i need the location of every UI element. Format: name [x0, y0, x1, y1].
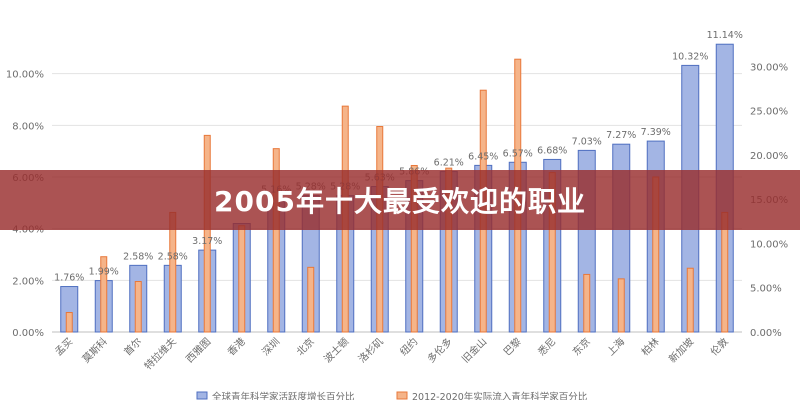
right-tick-label: 5.00%	[750, 284, 782, 295]
left-tick-label: 8.00%	[12, 121, 44, 132]
legend-label-line: 2012-2020年实际流入青年科学家百分比	[412, 391, 587, 400]
thin-bar	[721, 211, 729, 333]
thin-bar	[203, 134, 211, 333]
right-tick-label: 10.00%	[750, 239, 788, 250]
data-label: 6.68%	[537, 145, 567, 156]
category-label: 纽约	[397, 335, 420, 358]
data-label: 6.57%	[503, 148, 533, 159]
category-label: 波士顿	[321, 335, 351, 365]
legend-swatch-bar	[196, 391, 208, 400]
thin-bar	[272, 148, 280, 333]
category-label: 香港	[225, 336, 248, 359]
category-label: 柏林	[639, 335, 662, 358]
category-label: 东京	[570, 335, 593, 358]
data-label: 10.32%	[672, 51, 708, 62]
thin-bar	[238, 225, 246, 333]
legend-label-bar: 全球青年科学家活跃度增长百分比	[212, 391, 355, 400]
legend-swatch-line	[396, 391, 408, 400]
category-label: 西雅图	[183, 335, 213, 365]
category-label: 新加坡	[666, 335, 696, 365]
category-label: 巴黎	[501, 335, 524, 358]
category-label: 特拉维夫	[141, 335, 178, 372]
category-label: 洛杉矶	[355, 335, 385, 365]
thin-bar	[686, 267, 694, 333]
right-tick-label: 30.00%	[750, 62, 788, 73]
right-tick-label: 0.00%	[750, 328, 782, 339]
data-label: 6.21%	[434, 158, 464, 169]
right-tick-label: 25.00%	[750, 107, 788, 118]
data-label: 7.39%	[641, 127, 671, 138]
data-label: 6.45%	[468, 151, 498, 162]
left-tick-label: 4.00%	[12, 225, 44, 236]
category-label: 北京	[294, 335, 317, 358]
left-tick-label: 2.00%	[12, 276, 44, 287]
category-label: 旧金山	[459, 335, 489, 365]
category-label: 孟买	[53, 336, 76, 359]
right-tick-label: 20.00%	[750, 151, 788, 162]
data-label: 2.58%	[158, 251, 188, 262]
thin-bar	[583, 273, 591, 333]
thin-bar	[617, 278, 625, 333]
data-labels: 1.76%1.99%2.58%2.58%3.17%5.16%5.28%5.28%…	[54, 30, 743, 283]
data-label: 3.17%	[192, 236, 222, 247]
category-label: 上海	[604, 335, 627, 358]
data-label: 7.27%	[606, 130, 636, 141]
category-label: 伦敦	[708, 335, 731, 358]
left-tick-label: 10.00%	[6, 70, 44, 81]
category-label: 多伦多	[424, 335, 454, 365]
data-label: 1.76%	[54, 273, 84, 284]
data-label: 7.03%	[572, 136, 602, 147]
thin-bar	[100, 256, 108, 333]
category-label: 首尔	[121, 335, 144, 358]
thin-bar	[307, 266, 315, 333]
title-banner: 2005年十大最受欢迎的职业	[0, 170, 800, 230]
data-label: 2.58%	[123, 251, 153, 262]
data-label: 11.14%	[707, 30, 743, 41]
thin-bar	[134, 281, 142, 333]
left-tick-label: 0.00%	[12, 328, 44, 339]
category-label: 深圳	[260, 336, 283, 359]
category-label: 莫斯科	[79, 335, 109, 365]
banner-title: 2005年十大最受欢迎的职业	[214, 185, 586, 218]
thin-bar	[410, 164, 418, 333]
thin-bar	[65, 312, 73, 333]
thin-bar	[445, 167, 453, 333]
legend: 全球青年科学家活跃度增长百分比 2012-2020年实际流入青年科学家百分比	[196, 391, 587, 400]
data-label: 1.99%	[89, 267, 119, 278]
thin-bar	[169, 211, 177, 333]
category-label: 悉尼	[536, 336, 559, 359]
